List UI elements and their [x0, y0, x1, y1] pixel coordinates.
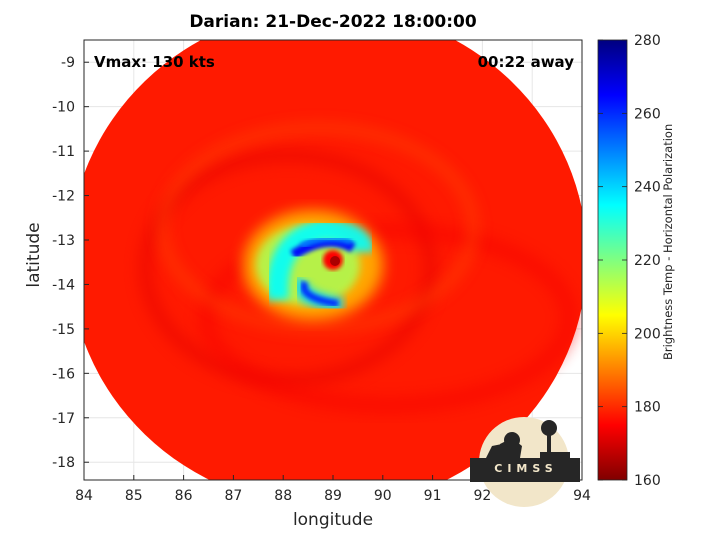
- y-tick-label: -13: [52, 233, 75, 249]
- y-tick-label: -18: [52, 455, 75, 471]
- x-tick-label: 85: [125, 488, 143, 504]
- y-tick-label: -10: [52, 100, 75, 116]
- x-tick-label: 86: [175, 488, 193, 504]
- x-tick-label: 87: [224, 488, 242, 504]
- outer-band: [157, 122, 479, 333]
- x-tick-label: 94: [573, 488, 591, 504]
- outer-band: [197, 221, 579, 415]
- colorbar-ticks: 160 180 200 220 240 260 280: [598, 33, 661, 489]
- x-tick-label: 88: [274, 488, 292, 504]
- plot-frame: [83, 39, 583, 481]
- y-tick-label: -15: [52, 322, 75, 338]
- y-tick-label: -14: [52, 277, 75, 293]
- x-tick-label: 90: [374, 488, 392, 504]
- x-tick-label: 84: [75, 488, 93, 504]
- colorbar-label: Brightness Temp - Horizontal Polarizatio…: [661, 123, 675, 360]
- y-tick-label: -11: [52, 144, 75, 160]
- colorbar-tick-label: 180: [634, 400, 661, 416]
- outer-band: [138, 148, 438, 388]
- x-tick-label: 92: [473, 488, 491, 504]
- y-tick-label: -16: [52, 366, 75, 382]
- swath-layer: [84, 40, 582, 480]
- eye-center: [330, 256, 340, 266]
- x-axis: 8485868788899091929394: [75, 475, 591, 504]
- colorbar-tick-label: 280: [634, 33, 661, 49]
- x-tick-label: 91: [424, 488, 442, 504]
- time-away-annotation: 00:22 away: [477, 53, 574, 71]
- chart-title: Darian: 21-Dec-2022 18:00:00: [189, 12, 477, 32]
- y-axis: -9 -10 -11 -12 -13 -14 -15 -16 -17 -18: [52, 55, 89, 471]
- x-axis-label: longitude: [292, 510, 374, 530]
- colorbar-tick-label: 220: [634, 253, 661, 269]
- rainband-red: [300, 280, 339, 308]
- cimss-logo: [470, 417, 580, 507]
- eyewall-yellow: [266, 218, 374, 301]
- colorbar-tick-label: 200: [634, 326, 661, 342]
- colorbar-tick-label: 240: [634, 180, 661, 196]
- vmax-annotation: Vmax: 130 kts: [94, 53, 215, 71]
- x-tick-label: 89: [324, 488, 342, 504]
- y-axis-label: latitude: [24, 222, 44, 288]
- eyewall-orange: [299, 235, 352, 249]
- colorbar-tick-label: 260: [634, 106, 661, 122]
- y-tick-label: -12: [52, 189, 75, 205]
- colorbar-tick-label: 160: [634, 473, 661, 489]
- y-tick-label: -17: [52, 411, 75, 427]
- y-tick-label: -9: [61, 55, 75, 71]
- logo-text: CIMSS: [494, 462, 558, 475]
